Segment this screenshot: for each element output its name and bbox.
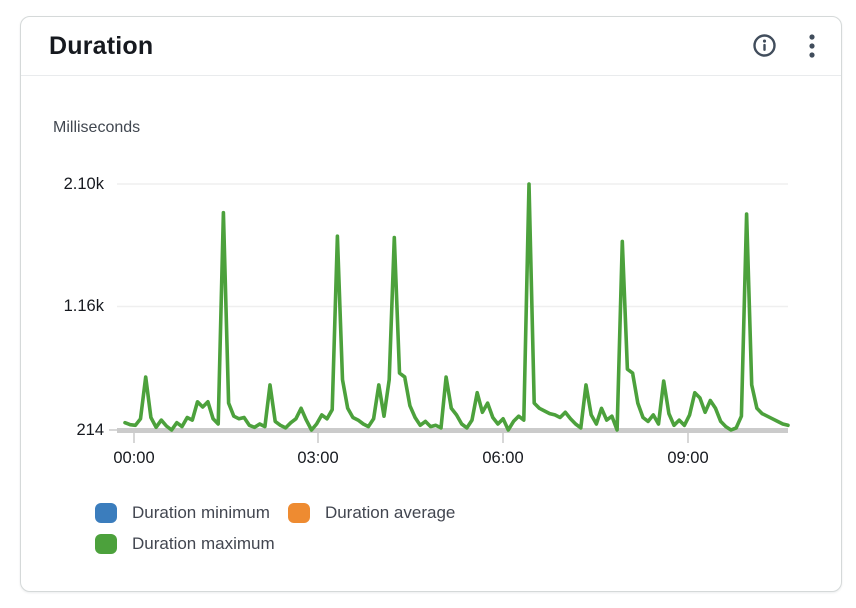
y-tick-label-214: 214: [76, 421, 104, 439]
widget-header: Duration: [21, 17, 841, 76]
legend-swatch-maximum: [95, 533, 117, 554]
x-tick-marks: [133, 433, 689, 443]
y-axis-unit-label: Milliseconds: [53, 119, 141, 136]
chart-legend: Duration minimum Duration average Durati…: [95, 502, 455, 554]
info-icon: [752, 33, 777, 61]
legend-label: Duration maximum: [132, 534, 275, 553]
legend-swatch-minimum: [95, 502, 117, 523]
legend-label: Duration minimum: [132, 503, 270, 522]
legend-row: Duration minimum Duration average: [95, 502, 455, 523]
header-actions: [751, 33, 825, 62]
x-tick-label-0600: 06:00: [482, 449, 524, 467]
chart-plot-area[interactable]: [105, 177, 795, 447]
duration-maximum-line: [123, 182, 790, 432]
duration-metric-widget: Duration: [20, 16, 842, 592]
x-tick-label-0900: 09:00: [667, 449, 709, 467]
legend-row: Duration maximum: [95, 533, 455, 554]
info-button[interactable]: [751, 34, 777, 60]
widget-menu-button[interactable]: [799, 33, 825, 62]
legend-swatch-average: [287, 502, 310, 523]
legend-item-duration-minimum[interactable]: Duration minimum: [95, 502, 270, 523]
y-tick-label-2100: 2.10k: [63, 175, 104, 193]
legend-item-duration-maximum[interactable]: Duration maximum: [95, 533, 275, 554]
y-tick-label-1160: 1.16k: [63, 297, 104, 315]
kebab-menu-icon: [808, 33, 816, 62]
x-axis-baseline: [117, 428, 788, 433]
legend-item-duration-average[interactable]: Duration average: [287, 502, 456, 523]
x-tick-label-0000: 00:00: [113, 449, 155, 467]
x-tick-label-0300: 03:00: [297, 449, 339, 467]
legend-label: Duration average: [324, 503, 456, 522]
widget-title: Duration: [49, 32, 154, 60]
